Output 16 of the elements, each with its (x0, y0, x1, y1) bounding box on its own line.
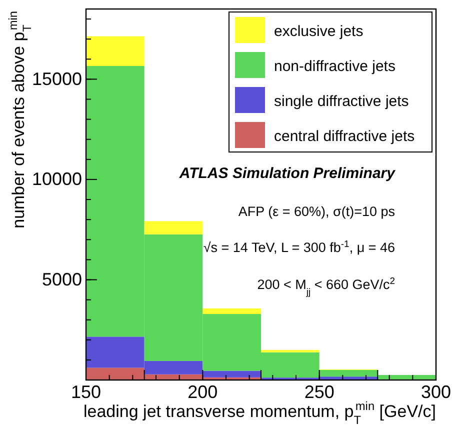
y-tick-label: 5000 (42, 269, 82, 290)
annotation: AFP (ε = 60%), σ(t)=10 ps (238, 204, 396, 219)
x-tick-label: 150 (70, 382, 102, 402)
legend-label: central diffractive jets (274, 128, 415, 145)
x-tick-label: 200 (188, 382, 218, 402)
y-tick-label: 10000 (32, 169, 82, 190)
annotation: 200 < M$_{jj}$ < 660 GeV/c$^{2}$ (257, 276, 395, 298)
x-tick-label: 250 (304, 382, 334, 402)
legend-label: non-diffractive jets (274, 58, 396, 75)
legend-label: exclusive jets (274, 23, 364, 40)
annotation: ATLAS Simulation Preliminary (178, 165, 396, 182)
legend-label: single diffractive jets (274, 93, 409, 110)
annotation: √s = 14 TeV, L = 300 fb$^{-1}$, μ = 46 (203, 238, 395, 255)
x-axis-title: leading jet transverse momentum, p$_{T}$$^{min}$ [GeV/c] (84, 399, 436, 425)
y-tick-label: 15000 (32, 68, 82, 89)
x-tick-label: 300 (420, 382, 452, 402)
